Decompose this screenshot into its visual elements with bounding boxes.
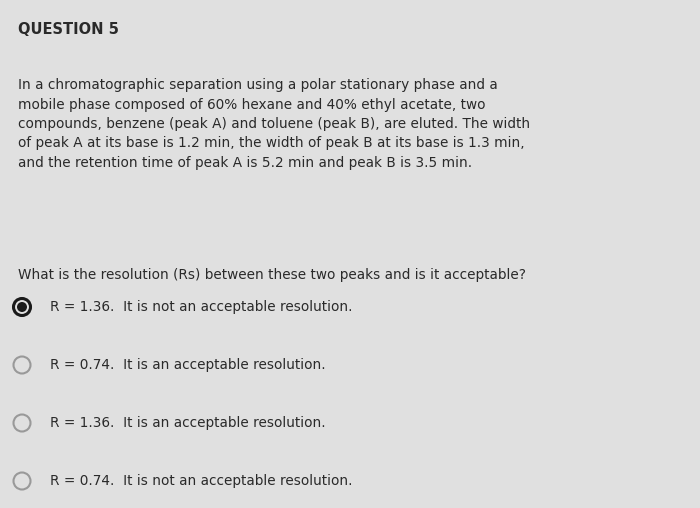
Text: What is the resolution (Rs) between these two peaks and is it acceptable?: What is the resolution (Rs) between thes… xyxy=(18,268,526,282)
Text: mobile phase composed of 60% hexane and 40% ethyl acetate, two: mobile phase composed of 60% hexane and … xyxy=(18,98,486,111)
Text: QUESTION 5: QUESTION 5 xyxy=(18,22,119,37)
Text: R = 0.74.  It is not an acceptable resolution.: R = 0.74. It is not an acceptable resolu… xyxy=(50,474,353,488)
Text: of peak A at its base is 1.2 min, the width of peak B at its base is 1.3 min,: of peak A at its base is 1.2 min, the wi… xyxy=(18,137,524,150)
Text: R = 1.36.  It is an acceptable resolution.: R = 1.36. It is an acceptable resolution… xyxy=(50,416,326,430)
Text: R = 1.36.  It is not an acceptable resolution.: R = 1.36. It is not an acceptable resolu… xyxy=(50,300,353,314)
Text: compounds, benzene (peak A) and toluene (peak B), are eluted. The width: compounds, benzene (peak A) and toluene … xyxy=(18,117,530,131)
Circle shape xyxy=(17,302,27,312)
Text: and the retention time of peak A is 5.2 min and peak B is 3.5 min.: and the retention time of peak A is 5.2 … xyxy=(18,156,472,170)
Text: In a chromatographic separation using a polar stationary phase and a: In a chromatographic separation using a … xyxy=(18,78,498,92)
Text: R = 0.74.  It is an acceptable resolution.: R = 0.74. It is an acceptable resolution… xyxy=(50,358,326,372)
